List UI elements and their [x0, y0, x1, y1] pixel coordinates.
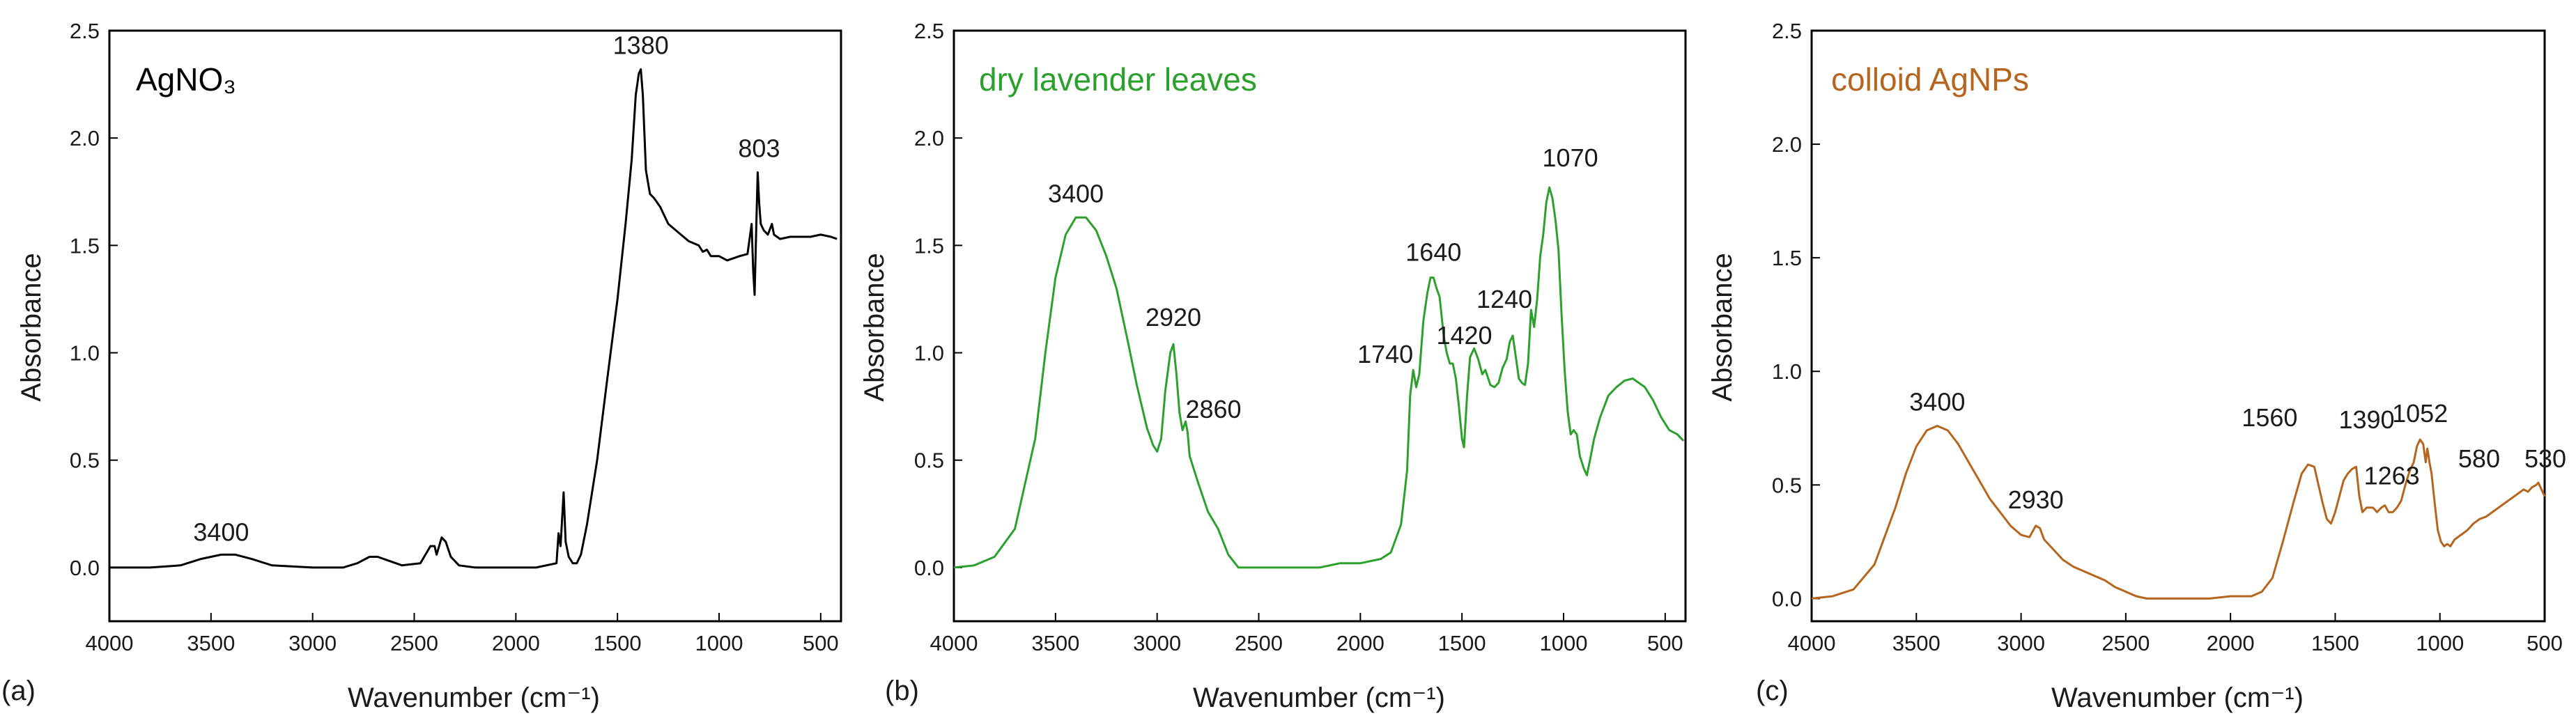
plot-frame [1810, 29, 2546, 623]
peak-labels: 3400 2930 1560 1390 1263 1052 580 530 [1909, 388, 2566, 515]
x-tick-label: 3500 [1892, 631, 1941, 655]
peak-label-2930: 2930 [2008, 485, 2064, 514]
x-axis-title: Wavenumber (cm⁻¹) [348, 683, 600, 713]
x-tick-label: 3000 [1133, 631, 1181, 655]
axis-ticks: 4000 3500 3000 2500 2000 1500 1000 500 0.0 0.5 1.0… [914, 19, 1683, 655]
y-tick-label: 2.5 [1772, 19, 1802, 43]
y-tick-label: 1.5 [914, 233, 944, 258]
x-axis-title: Wavenumber (cm⁻¹) [2051, 683, 2304, 713]
x-tick-label: 2500 [1235, 631, 1283, 655]
x-tick-label: 2500 [2101, 631, 2150, 655]
y-axis-title: Absorbance [1707, 253, 1738, 401]
y-tick-label: 1.0 [914, 341, 944, 366]
spectrum-line [109, 68, 838, 569]
peak-label-1240: 1240 [1476, 285, 1532, 313]
x-tick-label: 2000 [492, 631, 540, 655]
x-tick-label: 4000 [1788, 631, 1836, 655]
peak-labels: 3400 1380 803 [193, 31, 780, 547]
peak-label-803: 803 [738, 134, 780, 163]
x-tick-label: 1000 [1540, 631, 1588, 655]
peak-label-1390: 1390 [2338, 405, 2394, 434]
sample-label: dry lavender leaves [979, 61, 1257, 98]
peak-labels: 3400 2920 2860 1740 1640 1420 1240 1070 [1048, 143, 1598, 423]
axis-ticks: 4000 3500 3000 2500 2000 1500 1000 500 0.0 0.5 1.0… [1772, 19, 2563, 655]
x-tick-label: 4000 [86, 631, 134, 655]
x-tick-label: 1500 [2311, 631, 2359, 655]
peak-label-1640: 1640 [1405, 238, 1461, 267]
y-tick-label: 0.5 [914, 449, 944, 473]
x-tick-label: 4000 [930, 631, 978, 655]
peak-label-1070: 1070 [1543, 143, 1598, 172]
peak-label-1560: 1560 [2242, 403, 2297, 432]
y-tick-label: 0.5 [1772, 473, 1802, 497]
x-axis-title: Wavenumber (cm⁻¹) [1193, 683, 1445, 713]
y-tick-label: 1.0 [70, 341, 100, 366]
x-tick-label: 2000 [2207, 631, 2255, 655]
y-tick-label: 2.5 [70, 19, 100, 43]
peak-label-1052: 1052 [2392, 399, 2448, 428]
y-tick-label: 2.0 [1772, 132, 1802, 157]
peak-label-1420: 1420 [1436, 321, 1492, 350]
y-tick-label: 0.0 [914, 556, 944, 580]
panel-c: 4000 3500 3000 2500 2000 1500 1000 500 0.0 0.5 1.0… [1707, 19, 2566, 713]
peak-label-2860: 2860 [1185, 395, 1241, 423]
plot-frame [108, 29, 842, 623]
panel-letter: (b) [885, 676, 919, 706]
x-tick-label: 2000 [1336, 631, 1385, 655]
x-tick-label: 3000 [288, 631, 337, 655]
panel-b: 4000 3500 3000 2500 2000 1500 1000 500 0.0 0.5 1.0… [859, 19, 1687, 713]
sample-label: AgNO₃ [136, 61, 236, 98]
peak-label-580: 580 [2458, 444, 2500, 473]
axis-ticks: 4000 3500 3000 2500 2000 1500 1000 500 0.0 0.5 1.0… [70, 19, 839, 655]
y-tick-label: 0.0 [1772, 586, 1802, 611]
x-tick-label: 3000 [1997, 631, 2045, 655]
spectrum-line [1811, 425, 2546, 600]
x-tick-label: 500 [803, 631, 839, 655]
peak-label-1740: 1740 [1357, 340, 1413, 368]
x-tick-label: 3500 [187, 631, 235, 655]
sample-label: colloid AgNPs [1831, 61, 2029, 98]
panel-letter: (c) [1756, 676, 1789, 706]
panel-a: 4000 3500 3000 2500 2000 1500 1000 500 0.0 0.5 1.0… [1, 19, 842, 713]
x-tick-label: 1000 [2416, 631, 2464, 655]
spectrum-line [953, 186, 1685, 569]
x-tick-label: 3500 [1031, 631, 1079, 655]
panel-letter: (a) [1, 676, 36, 706]
y-tick-label: 2.0 [70, 126, 100, 150]
peak-label-2920: 2920 [1146, 303, 1201, 332]
peak-label-1380: 1380 [613, 31, 669, 60]
y-tick-label: 2.5 [914, 19, 944, 43]
peak-label-530: 530 [2524, 444, 2566, 473]
y-tick-label: 1.5 [70, 233, 100, 258]
plot-frame [952, 29, 1687, 623]
x-tick-label: 1500 [594, 631, 642, 655]
x-tick-label: 2500 [390, 631, 438, 655]
peak-label-1263: 1263 [2364, 462, 2420, 490]
y-tick-label: 1.0 [1772, 359, 1802, 384]
y-axis-title: Absorbance [859, 253, 890, 401]
peak-label-3400: 3400 [193, 517, 249, 546]
x-tick-label: 500 [2527, 631, 2563, 655]
x-tick-label: 500 [1647, 631, 1683, 655]
x-tick-label: 1500 [1438, 631, 1486, 655]
y-tick-label: 1.5 [1772, 246, 1802, 270]
y-tick-label: 2.0 [914, 126, 944, 150]
peak-label-3400: 3400 [1909, 388, 1965, 416]
peak-label-3400: 3400 [1048, 179, 1104, 208]
x-tick-label: 1000 [695, 631, 743, 655]
y-tick-label: 0.0 [70, 556, 100, 580]
y-axis-title: Absorbance [16, 253, 47, 401]
y-tick-label: 0.5 [70, 449, 100, 473]
